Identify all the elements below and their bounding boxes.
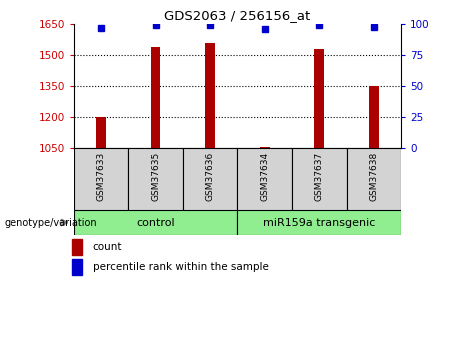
Text: GSM37635: GSM37635 bbox=[151, 151, 160, 201]
Bar bbox=[71, 259, 82, 275]
Text: percentile rank within the sample: percentile rank within the sample bbox=[93, 262, 268, 272]
Bar bbox=[74, 148, 128, 210]
Bar bbox=[292, 148, 347, 210]
Text: genotype/variation: genotype/variation bbox=[5, 218, 97, 227]
Bar bbox=[369, 86, 378, 148]
Bar bbox=[314, 49, 324, 148]
Bar bbox=[237, 210, 401, 235]
Bar bbox=[71, 239, 82, 255]
Bar bbox=[128, 148, 183, 210]
Title: GDS2063 / 256156_at: GDS2063 / 256156_at bbox=[164, 9, 311, 22]
Text: GSM37638: GSM37638 bbox=[369, 151, 378, 201]
Text: control: control bbox=[136, 218, 175, 227]
Bar bbox=[183, 148, 237, 210]
Bar bbox=[151, 47, 160, 148]
Text: GSM37637: GSM37637 bbox=[315, 151, 324, 201]
Text: count: count bbox=[93, 242, 122, 252]
Text: GSM37634: GSM37634 bbox=[260, 151, 269, 200]
Bar bbox=[260, 147, 270, 148]
Text: GSM37633: GSM37633 bbox=[96, 151, 106, 201]
Bar bbox=[347, 148, 401, 210]
Text: GSM37636: GSM37636 bbox=[206, 151, 215, 201]
Bar bbox=[205, 43, 215, 148]
Text: miR159a transgenic: miR159a transgenic bbox=[263, 218, 375, 227]
Bar bbox=[74, 210, 237, 235]
Bar bbox=[96, 117, 106, 148]
Bar bbox=[237, 148, 292, 210]
